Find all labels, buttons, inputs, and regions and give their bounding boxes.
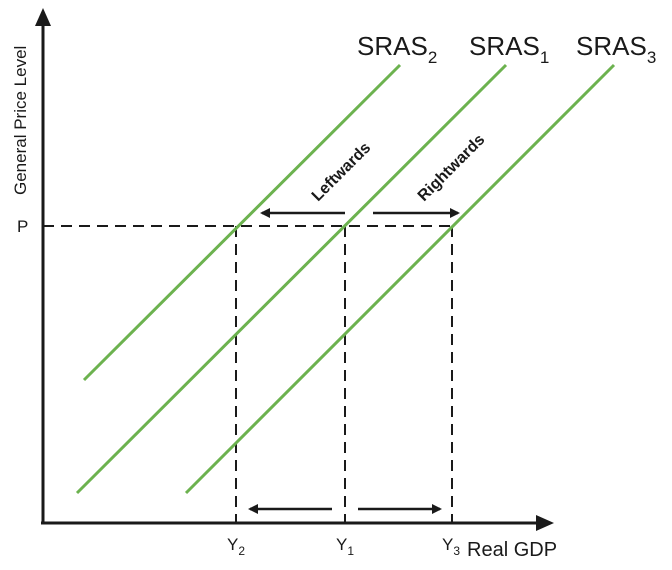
sras2-label: SRAS2 [357, 31, 437, 67]
x-axis-arrowhead [536, 515, 554, 531]
leftwards-label: Leftwards [309, 139, 375, 205]
y-axis-label: General Price Level [11, 46, 30, 195]
rightwards-label: Rightwards [415, 131, 489, 205]
y3-tick-label: Y3 [442, 535, 460, 558]
sras2-curve [82, 63, 402, 382]
y2-tick-label: Y2 [227, 535, 245, 558]
sras1-label: SRAS1 [469, 31, 549, 67]
sras1-curve [75, 63, 508, 495]
price-label: P [17, 217, 28, 236]
sras3-label: SRAS3 [576, 31, 656, 67]
y1-tick-label: Y1 [336, 535, 354, 558]
sras3-curve [184, 63, 616, 495]
y-axis-arrowhead [35, 8, 51, 26]
x-axis-label: Real GDP [467, 539, 557, 561]
